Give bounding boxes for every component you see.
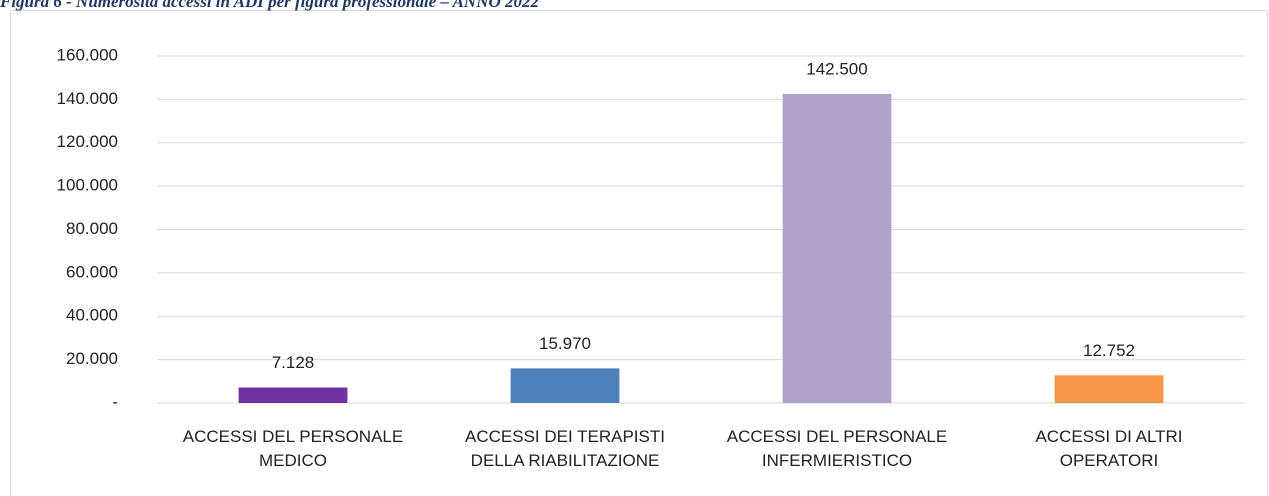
bar [238, 387, 348, 403]
y-tick-label: 100.000 [57, 176, 118, 195]
data-label: 7.128 [272, 353, 315, 372]
bar [510, 368, 620, 403]
y-tick-label: 60.000 [66, 262, 118, 281]
y-tick-label: 40.000 [66, 306, 118, 325]
data-label: 15.970 [539, 334, 591, 353]
bar [782, 93, 892, 403]
y-tick-label: 140.000 [57, 89, 118, 108]
x-tick-label: ACCESSI DEL PERSONALE INFERMIERISTICO [726, 427, 948, 470]
y-tick-label: 120.000 [57, 132, 118, 151]
bar [1054, 375, 1164, 403]
data-label: 142.500 [806, 59, 867, 78]
y-tick-label: - [112, 392, 118, 411]
y-tick-label: 80.000 [66, 219, 118, 238]
x-tick-label: ACCESSI DI ALTRI OPERATORI [1035, 427, 1183, 470]
chart-title: Figura 6 - Numerosità accessi in ADI per… [0, 0, 539, 11]
chart-border [10, 10, 1268, 496]
y-tick-label: 20.000 [66, 349, 118, 368]
y-tick-label: 160.000 [57, 45, 118, 64]
x-tick-label: ACCESSI DEL PERSONALE MEDICO [182, 427, 404, 470]
x-tick-label: ACCESSI DEI TERAPISTI DELLA RIABILITAZIO… [465, 427, 665, 470]
data-label: 12.752 [1083, 341, 1135, 360]
